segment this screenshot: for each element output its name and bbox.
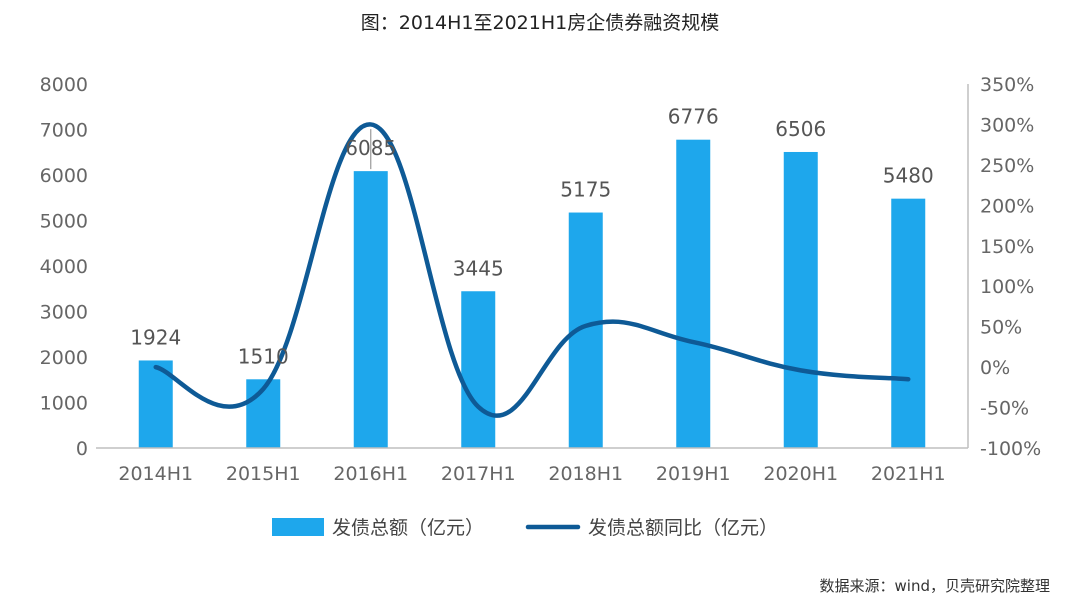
y-right-tick-250%: 250% xyxy=(980,155,1034,177)
x-tick-2019H1: 2019H1 xyxy=(656,463,731,485)
y-right-tick--100%: -100% xyxy=(980,438,1041,460)
y-right-tick--50%: -50% xyxy=(980,398,1029,420)
y-right-tick-150%: 150% xyxy=(980,236,1034,258)
x-tick-2017H1: 2017H1 xyxy=(441,463,516,485)
axes: 2014H1 2015H1 2016H1 2017H1 2018H1 2019H1 2020… xyxy=(40,74,1042,485)
y-left-tick-5000: 5000 xyxy=(40,211,88,233)
line-series xyxy=(153,122,911,418)
bar-2019H1 xyxy=(676,139,711,448)
y-left-tick-7000: 7000 xyxy=(40,120,88,142)
data-label-2015H1: 1510 xyxy=(238,344,289,368)
bar-2016H1 xyxy=(353,171,388,448)
bar-series xyxy=(138,139,926,449)
y-right-tick-300%: 300% xyxy=(980,114,1034,136)
legend-swatch-bar xyxy=(272,518,324,536)
data-labels: 1924 1510 6085 3445 5175 6776 6506 5480 xyxy=(130,105,933,369)
y-left-tick-0: 0 xyxy=(76,438,88,460)
y-right-tick-200%: 200% xyxy=(980,195,1034,217)
data-label-2018H1: 5175 xyxy=(560,178,611,202)
x-tick-2015H1: 2015H1 xyxy=(226,463,301,485)
bar-2021H1 xyxy=(891,198,926,448)
y-right-tick-100%: 100% xyxy=(980,276,1034,298)
y-left-tick-2000: 2000 xyxy=(40,347,88,369)
x-tick-2016H1: 2016H1 xyxy=(333,463,408,485)
y-right-tick-350%: 350% xyxy=(980,74,1034,96)
legend: 发债总额（亿元） 发债总额同比（亿元） xyxy=(272,517,778,539)
data-label-2017H1: 3445 xyxy=(453,256,504,280)
x-tick-2018H1: 2018H1 xyxy=(548,463,623,485)
bar-2017H1 xyxy=(461,291,496,448)
data-label-2016H1: 6085 xyxy=(345,136,396,160)
y-left-tick-6000: 6000 xyxy=(40,165,88,187)
y-right-tick-50%: 50% xyxy=(980,317,1022,339)
data-label-2019H1: 6776 xyxy=(668,105,719,129)
x-tick-2021H1: 2021H1 xyxy=(871,463,946,485)
y-left-tick-4000: 4000 xyxy=(40,256,88,278)
x-tick-2014H1: 2014H1 xyxy=(118,463,193,485)
source-note: 数据来源：wind，贝壳研究院整理 xyxy=(819,577,1050,595)
legend-label-line: 发债总额同比（亿元） xyxy=(588,517,778,539)
data-label-2020H1: 6506 xyxy=(775,117,826,141)
chart-title: 图：2014H1至2021H1房企债券融资规模 xyxy=(360,12,720,34)
y-left-tick-3000: 3000 xyxy=(40,302,88,324)
y-right-tick-0%: 0% xyxy=(980,357,1010,379)
y-left-tick-8000: 8000 xyxy=(40,74,88,96)
y-left-tick-1000: 1000 xyxy=(40,393,88,415)
data-label-2014H1: 1924 xyxy=(130,325,181,349)
legend-label-bar: 发债总额（亿元） xyxy=(332,517,484,539)
x-tick-2020H1: 2020H1 xyxy=(763,463,838,485)
data-label-2021H1: 5480 xyxy=(883,164,934,188)
bar-2020H1 xyxy=(783,151,818,449)
